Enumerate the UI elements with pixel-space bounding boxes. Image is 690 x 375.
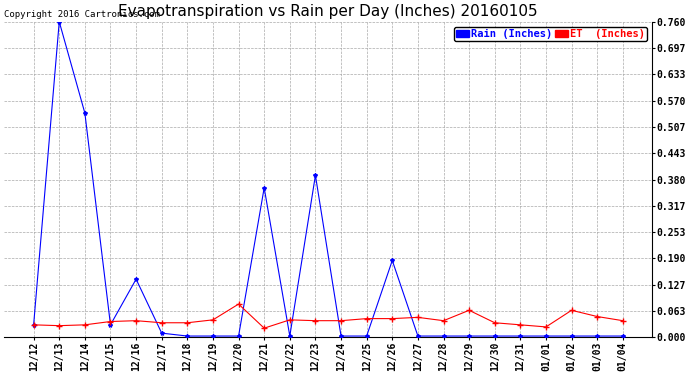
Title: Evapotranspiration vs Rain per Day (Inches) 20160105: Evapotranspiration vs Rain per Day (Inch… xyxy=(119,4,538,19)
Text: Copyright 2016 Cartronics.com: Copyright 2016 Cartronics.com xyxy=(4,10,160,19)
Legend: Rain (Inches), ET  (Inches): Rain (Inches), ET (Inches) xyxy=(455,27,647,41)
